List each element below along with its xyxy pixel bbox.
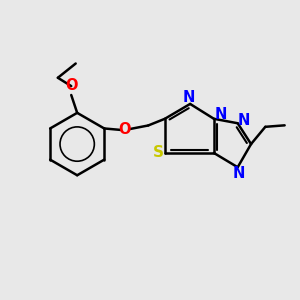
Text: S: S xyxy=(153,146,164,160)
Text: O: O xyxy=(65,78,77,93)
Text: O: O xyxy=(118,122,131,137)
Text: N: N xyxy=(237,113,250,128)
Text: N: N xyxy=(182,90,195,105)
Text: N: N xyxy=(214,107,226,122)
Text: N: N xyxy=(233,166,245,181)
